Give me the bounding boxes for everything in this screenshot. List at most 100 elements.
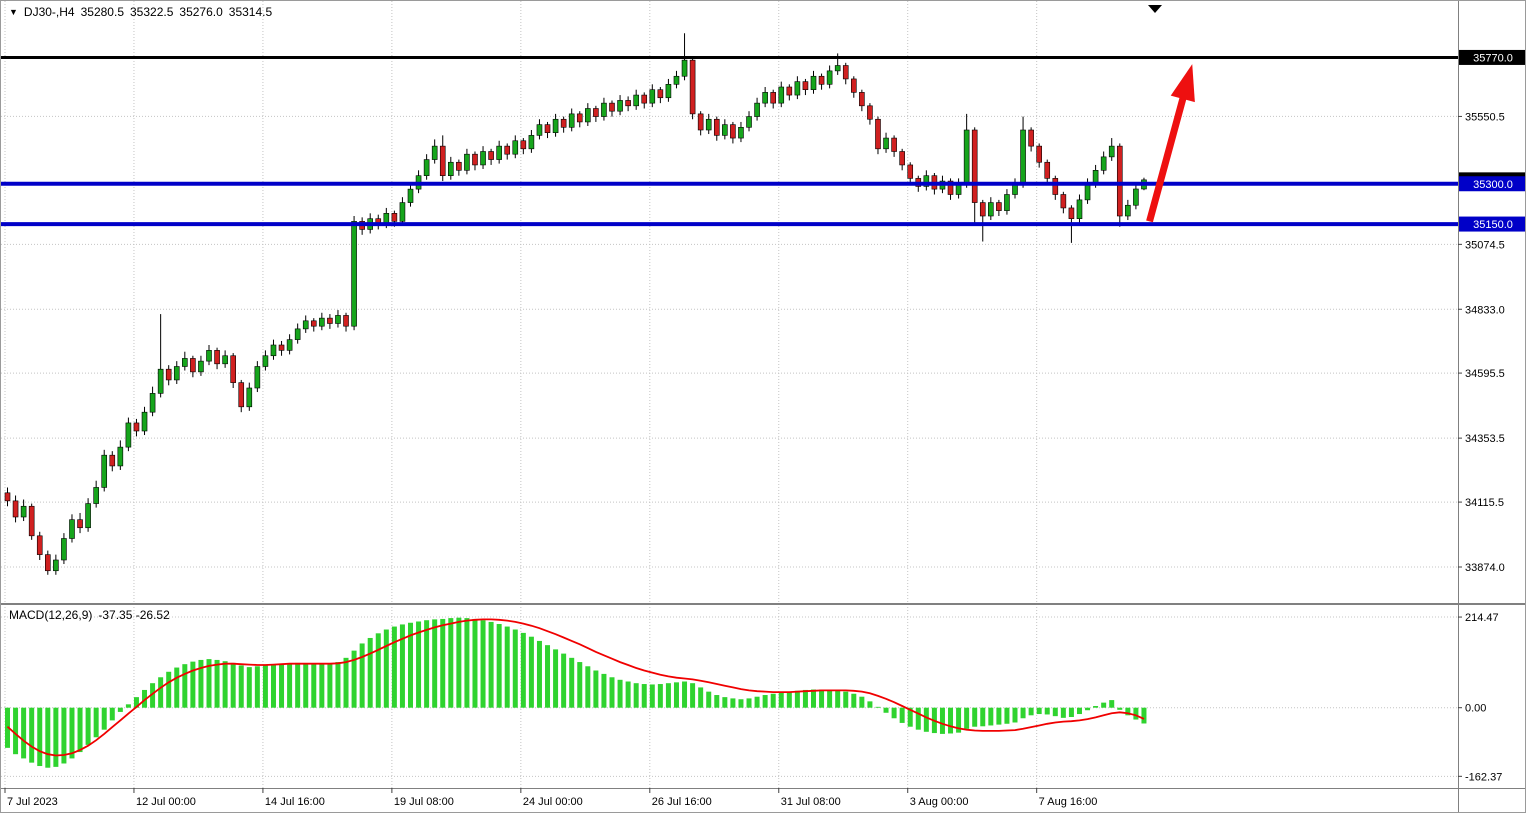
- macd-histogram-bar: [786, 691, 792, 708]
- macd-histogram-bar: [262, 665, 268, 708]
- macd-histogram-bar: [706, 691, 712, 708]
- macd-histogram-bar: [867, 701, 873, 708]
- candle: [722, 124, 728, 136]
- macd-histogram-bar: [190, 661, 196, 708]
- macd-histogram-bar: [37, 707, 43, 767]
- candle: [12, 500, 19, 518]
- macd-histogram-bar: [206, 659, 212, 708]
- macd-histogram-bar: [569, 657, 575, 708]
- ohlc-high-value: 35322.5: [130, 5, 174, 19]
- macd-histogram-bar: [512, 629, 518, 708]
- axis-label: 0.00: [1465, 703, 1486, 715]
- macd-histogram-bar: [980, 707, 986, 727]
- macd-histogram-bar: [1093, 706, 1099, 708]
- macd-layer: [5, 617, 1147, 768]
- macd-histogram-bar: [811, 689, 816, 708]
- macd-histogram-bar: [142, 689, 148, 708]
- candle: [947, 180, 954, 195]
- candle: [1084, 183, 1091, 201]
- candle: [730, 124, 736, 139]
- macd-histogram-bar: [1020, 707, 1026, 719]
- candle: [842, 65, 849, 80]
- candle: [1076, 199, 1083, 219]
- macd-histogram-bar: [835, 690, 841, 708]
- candle: [649, 89, 656, 104]
- macd-histogram-bar: [754, 696, 760, 708]
- candle: [552, 118, 559, 133]
- macd-indicator-label: MACD(12,26,9): [9, 608, 93, 622]
- candle: [399, 202, 406, 222]
- axis-label: 35770.0: [1473, 52, 1513, 64]
- candle: [69, 519, 75, 539]
- macd-histogram-bar: [270, 664, 276, 708]
- candle: [1068, 207, 1075, 219]
- macd-histogram-bar: [109, 707, 115, 721]
- candle: [133, 422, 140, 432]
- axis-label: 7 Jul 2023: [7, 796, 58, 808]
- macd-histogram-bar: [673, 682, 679, 708]
- macd-histogram-bar: [359, 643, 365, 708]
- macd-histogram-bar: [883, 707, 889, 713]
- candle: [1125, 204, 1131, 217]
- candle: [689, 59, 696, 115]
- macd-histogram-bar: [891, 707, 897, 719]
- candle: [665, 84, 672, 99]
- macd-histogram-bar: [641, 684, 647, 708]
- macd-histogram-bar: [609, 677, 615, 708]
- candle: [1060, 194, 1067, 209]
- candle: [585, 108, 591, 123]
- candle: [206, 350, 212, 362]
- macd-histogram-bar: [93, 707, 99, 738]
- candle: [278, 344, 285, 351]
- price-axis-background[interactable]: [1459, 1, 1526, 813]
- macd-histogram-bar: [528, 636, 534, 708]
- macd-histogram-bar: [117, 707, 123, 712]
- candle: [867, 105, 873, 120]
- candle: [512, 140, 519, 155]
- candle: [907, 164, 914, 179]
- candles-layer: [4, 33, 1147, 575]
- candle: [53, 559, 59, 572]
- macd-histogram-bar: [351, 650, 357, 708]
- axis-label: 12 Jul 00:00: [136, 796, 196, 808]
- grid-layer: [1, 1, 1458, 788]
- macd-histogram-bar: [972, 707, 978, 727]
- macd-histogram-bar: [1012, 707, 1018, 723]
- symbol-dropdown-icon[interactable]: ▼: [9, 7, 18, 17]
- candle: [85, 503, 91, 529]
- candle: [826, 70, 833, 85]
- candle: [1020, 129, 1026, 185]
- candle: [705, 118, 712, 131]
- macd-histogram-bar: [254, 666, 260, 708]
- axis-label: -162.37: [1465, 771, 1502, 783]
- macd-histogram-bar: [1044, 707, 1050, 715]
- macd-histogram-bar: [682, 681, 688, 708]
- axis-label: 7 Aug 16:00: [1039, 796, 1098, 808]
- candle: [633, 94, 639, 107]
- macd-histogram-bar: [770, 693, 776, 708]
- candle: [238, 382, 245, 408]
- macd-histogram-bar: [827, 689, 833, 708]
- candle: [810, 75, 817, 90]
- macd-histogram-bar: [1052, 707, 1058, 717]
- macd-histogram-bar: [504, 626, 510, 708]
- candle: [447, 161, 454, 176]
- candle: [883, 137, 889, 150]
- candle: [1092, 170, 1099, 185]
- macd-histogram-bar: [174, 667, 180, 708]
- macd-histogram-bar: [875, 706, 881, 708]
- candle: [480, 151, 486, 166]
- macd-histogram-bar: [45, 707, 51, 768]
- macd-histogram-bar: [738, 699, 744, 708]
- macd-histogram-bar: [230, 662, 236, 708]
- candle: [190, 358, 196, 373]
- trend-arrow-annotation[interactable]: [1146, 64, 1195, 223]
- candle: [4, 492, 11, 502]
- axis-label: 19 Jul 08:00: [394, 796, 454, 808]
- candle: [1044, 161, 1051, 179]
- macd-histogram-bar: [343, 657, 349, 708]
- macd-histogram-bar: [311, 663, 317, 708]
- macd-histogram-bar: [762, 695, 768, 708]
- candle: [464, 153, 470, 171]
